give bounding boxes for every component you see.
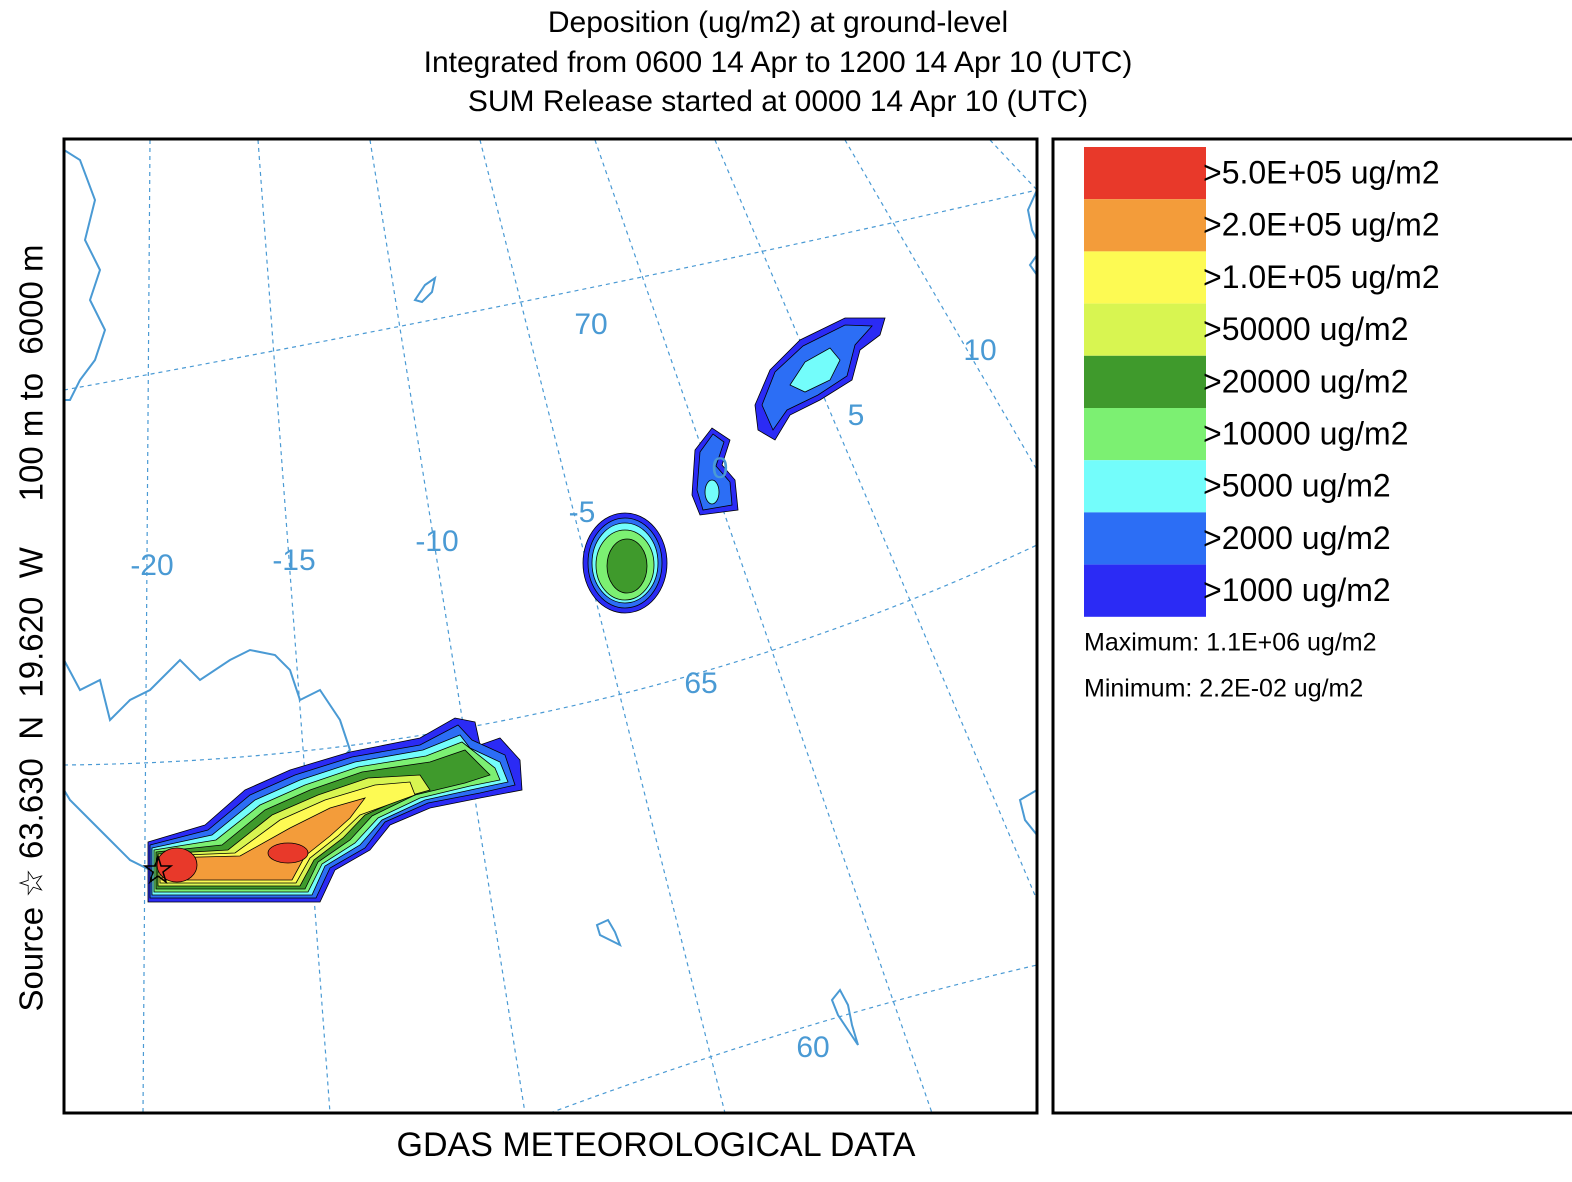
meridian xyxy=(594,139,933,1113)
minimum: Minimum: 2.2E-02 ug/m2 xyxy=(1084,675,1363,703)
longitude-label: 10 xyxy=(963,334,996,367)
coastline xyxy=(413,275,437,304)
latitude-label: 70 xyxy=(574,308,607,341)
deposition-contour xyxy=(704,479,720,505)
deposition-contour xyxy=(161,797,367,881)
legend-label: >1000 ug/m2 xyxy=(1203,572,1391,608)
meridian xyxy=(142,139,151,1113)
legend-swatch xyxy=(1084,147,1206,200)
legend-label: >20000 ug/m2 xyxy=(1203,363,1409,399)
parallel xyxy=(64,189,1037,391)
coastline xyxy=(64,648,352,877)
coastline xyxy=(1018,789,1037,836)
meridian xyxy=(989,139,1037,191)
legend-swatch xyxy=(1084,251,1206,304)
title-line: Integrated from 0600 14 Apr to 1200 14 A… xyxy=(424,46,1133,79)
meridian xyxy=(257,139,331,1113)
legend-label: >5.0E+05 ug/m2 xyxy=(1203,154,1440,190)
legend-swatch xyxy=(1084,460,1206,513)
meridian xyxy=(714,139,1037,901)
legend-label: >2.0E+05 ug/m2 xyxy=(1203,207,1440,243)
legend-swatch xyxy=(1084,303,1206,356)
source-star xyxy=(142,853,174,884)
parallel xyxy=(549,964,1037,1113)
legend-label: >2000 ug/m2 xyxy=(1203,520,1391,556)
latitude-label: 65 xyxy=(684,667,717,700)
legend-swatch xyxy=(1084,512,1206,565)
coastline xyxy=(1028,254,1037,276)
maximum: Maximum: 1.1E+06 ug/m2 xyxy=(1084,629,1377,657)
legend: >5.0E+05 ug/m2 >2.0E+05 ug/m2 >1.0E+05 ug/… xyxy=(1084,147,1440,617)
coastline xyxy=(1026,189,1037,241)
coastline xyxy=(830,988,859,1046)
title-line: Deposition (ug/m2) at ground-level xyxy=(548,6,1008,39)
legend-swatch xyxy=(1084,199,1206,252)
longitude-label: -5 xyxy=(569,496,596,529)
legend-frame xyxy=(1051,137,1572,1115)
longitude-label: 0 xyxy=(712,452,729,485)
meridian xyxy=(479,139,726,1113)
legend-swatch xyxy=(1084,355,1206,408)
source-label: Source ☆ 63.630 N 19.620 W 100 m to 6000… xyxy=(13,245,50,1012)
map-area: -20 -15 -10 -5 0 5 10 70 65 60 xyxy=(64,139,1037,1113)
map-frame xyxy=(62,137,1039,1115)
legend-label: >1.0E+05 ug/m2 xyxy=(1203,259,1440,295)
coastline xyxy=(595,918,622,948)
deposition-contour xyxy=(789,347,841,393)
parallel xyxy=(64,544,1037,766)
meridian xyxy=(844,139,1037,471)
longitude-label: -20 xyxy=(130,549,173,582)
longitude-label: -10 xyxy=(415,525,458,558)
legend-swatch xyxy=(1084,564,1206,617)
title-line: SUM Release started at 0000 14 Apr 10 (U… xyxy=(468,85,1088,118)
longitude-label: -15 xyxy=(272,544,315,577)
coastline xyxy=(64,149,107,401)
legend-label: >10000 ug/m2 xyxy=(1203,415,1409,451)
legend-swatch xyxy=(1084,408,1206,461)
footer: GDAS METEOROLOGICAL DATA xyxy=(397,1126,916,1164)
deposition-contour xyxy=(267,842,309,864)
legend-label: >5000 ug/m2 xyxy=(1203,468,1391,504)
longitude-label: 5 xyxy=(848,399,865,432)
legend-label: >50000 ug/m2 xyxy=(1203,311,1409,347)
latitude-label: 60 xyxy=(796,1031,829,1064)
deposition-contour xyxy=(156,847,198,883)
meridian xyxy=(369,139,526,1113)
deposition-contour xyxy=(606,538,648,594)
